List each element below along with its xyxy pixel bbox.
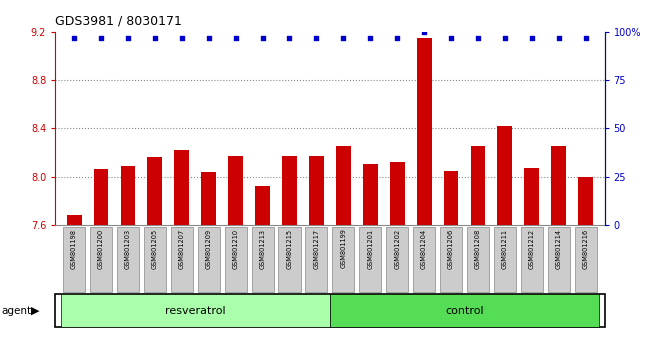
Point: [526, 35, 537, 40]
Point: [500, 35, 510, 40]
Bar: [471, 147, 486, 225]
Point: [473, 35, 483, 40]
Text: GSM801203: GSM801203: [125, 229, 131, 269]
Point: [580, 35, 591, 40]
Point: [177, 35, 187, 40]
Text: GSM801199: GSM801199: [341, 229, 346, 268]
Text: agent: agent: [1, 306, 31, 316]
Point: [554, 35, 564, 40]
Point: [257, 35, 268, 40]
Bar: [255, 186, 270, 225]
Point: [338, 35, 348, 40]
Bar: [120, 166, 135, 225]
Bar: [90, 227, 112, 292]
Text: GSM801205: GSM801205: [152, 229, 158, 269]
Text: GSM801211: GSM801211: [502, 229, 508, 269]
Point: [96, 35, 106, 40]
Bar: [525, 168, 540, 225]
Bar: [278, 227, 300, 292]
Bar: [202, 172, 216, 225]
Bar: [282, 156, 297, 225]
Bar: [551, 147, 566, 225]
Text: GSM801213: GSM801213: [259, 229, 266, 269]
Bar: [330, 294, 599, 327]
Bar: [252, 227, 274, 292]
Bar: [60, 294, 330, 327]
Text: GSM801214: GSM801214: [556, 229, 562, 269]
Text: control: control: [445, 306, 484, 316]
Bar: [467, 227, 489, 292]
Bar: [336, 147, 351, 225]
Text: GDS3981 / 8030171: GDS3981 / 8030171: [55, 14, 182, 27]
Bar: [332, 227, 354, 292]
Bar: [363, 165, 378, 225]
Bar: [144, 227, 166, 292]
Point: [69, 35, 79, 40]
Bar: [390, 162, 404, 225]
Text: GSM801209: GSM801209: [205, 229, 212, 269]
Point: [365, 35, 376, 40]
Bar: [575, 227, 597, 292]
Bar: [148, 157, 162, 225]
Point: [150, 35, 160, 40]
Bar: [417, 38, 432, 225]
Text: GSM801216: GSM801216: [582, 229, 589, 269]
Text: ▶: ▶: [31, 306, 39, 316]
Bar: [309, 156, 324, 225]
Bar: [228, 156, 243, 225]
Bar: [94, 169, 109, 225]
Text: GSM801198: GSM801198: [71, 229, 77, 269]
Text: GSM801217: GSM801217: [313, 229, 319, 269]
Bar: [225, 227, 247, 292]
Bar: [497, 126, 512, 225]
Bar: [444, 171, 458, 225]
Bar: [578, 177, 593, 225]
Bar: [306, 227, 328, 292]
Bar: [198, 227, 220, 292]
Text: GSM801202: GSM801202: [394, 229, 400, 269]
Text: GSM801208: GSM801208: [475, 229, 481, 269]
Text: GSM801201: GSM801201: [367, 229, 373, 269]
Bar: [521, 227, 543, 292]
Text: GSM801206: GSM801206: [448, 229, 454, 269]
Point: [446, 35, 456, 40]
Bar: [548, 227, 570, 292]
Point: [231, 35, 241, 40]
Text: GSM801215: GSM801215: [287, 229, 292, 269]
Bar: [174, 150, 189, 225]
Text: GSM801210: GSM801210: [233, 229, 239, 269]
Bar: [63, 227, 85, 292]
Text: GSM801204: GSM801204: [421, 229, 427, 269]
Point: [419, 29, 429, 35]
Bar: [359, 227, 382, 292]
Point: [123, 35, 133, 40]
Point: [203, 35, 214, 40]
Text: GSM801207: GSM801207: [179, 229, 185, 269]
Bar: [494, 227, 516, 292]
Bar: [413, 227, 435, 292]
Point: [392, 35, 402, 40]
Bar: [440, 227, 462, 292]
Bar: [117, 227, 139, 292]
Text: GSM801212: GSM801212: [529, 229, 535, 269]
Bar: [67, 215, 81, 225]
Text: GSM801200: GSM801200: [98, 229, 104, 269]
Text: resveratrol: resveratrol: [165, 306, 226, 316]
Point: [311, 35, 322, 40]
Bar: [171, 227, 193, 292]
Point: [284, 35, 294, 40]
Bar: [386, 227, 408, 292]
